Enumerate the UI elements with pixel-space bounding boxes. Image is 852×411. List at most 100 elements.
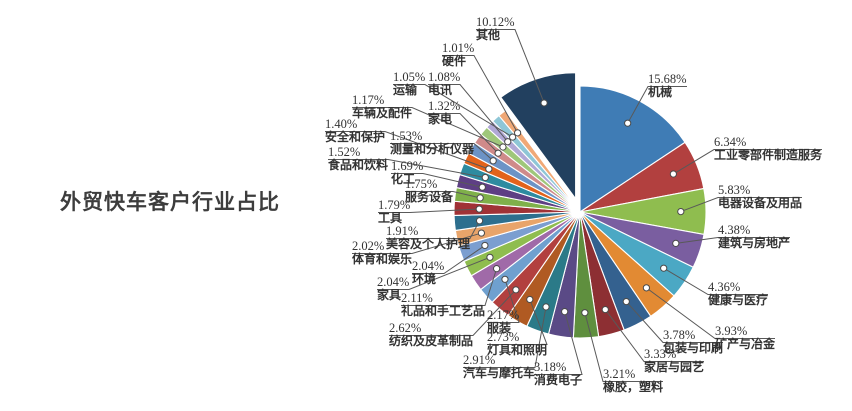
label-anchor-dot [499, 143, 507, 151]
label-leader-line [352, 232, 482, 255]
pie-slice-label: 1.79% 工具 [378, 198, 411, 225]
label-anchor-dot [672, 239, 680, 247]
label-leader-line [389, 289, 517, 337]
slice-category: 家居与园艺 [644, 360, 705, 375]
pie-slice-label: 2.04% 环境 [412, 259, 444, 287]
slice-category: 体育和娱乐 [352, 252, 413, 267]
slice-percent: 1.52% [328, 145, 361, 159]
slice-category: 服务设备 [405, 190, 454, 205]
slice-percent: 4.36% [708, 280, 741, 294]
slice-percent: 1.79% [378, 198, 411, 212]
pie-slices-group [453, 72, 707, 339]
slice-category: 汽车与摩托车 [463, 366, 536, 381]
page-title: 外贸快车客户行业占比 [60, 191, 280, 214]
label-leader-line [428, 113, 499, 154]
pie-slice-label: 4.36% 健康与医疗 [708, 280, 769, 308]
label-anchor-dot [512, 286, 520, 294]
pie-slice-label: 3.33% 家居与园艺 [644, 347, 705, 375]
label-anchor-dot [540, 99, 548, 107]
slice-category: 橡胶，塑料 [603, 380, 664, 395]
pie-slice-label: 1.40% 安全和保护 [325, 117, 386, 145]
slice-category: 矿产与冶金 [715, 337, 776, 352]
label-leader-line [393, 84, 513, 138]
slice-percent: 4.38% [718, 223, 751, 237]
slice-category: 机械 [648, 85, 673, 100]
slice-category: 家电 [428, 112, 453, 127]
label-anchor-dot [677, 207, 685, 216]
label-leader-line [428, 84, 509, 143]
pie-slice-label: 5.83% 电器设备及用品 [718, 183, 802, 210]
slice-category: 纺织及皮革制品 [389, 334, 474, 349]
label-leader-line [584, 312, 663, 383]
label-leader-line [680, 197, 802, 213]
slice-category: 测量和分析仪器 [390, 142, 475, 157]
slice-category: 硬件 [442, 54, 467, 69]
slice-category: 美容及个人护理 [386, 237, 471, 252]
slice-category: 服装 [487, 321, 512, 336]
label-leader-line [401, 268, 498, 307]
label-anchor-dot [514, 129, 522, 137]
label-anchor-dot [493, 265, 501, 273]
label-leader-line [328, 159, 486, 178]
label-anchor-dot [475, 217, 484, 225]
slice-percent: 1.01% [442, 41, 475, 55]
slice-category: 电讯 [428, 83, 453, 98]
leader-lines-group [325, 29, 822, 383]
label-leader-line [487, 279, 520, 324]
label-anchor-dot [489, 157, 497, 165]
label-anchor-dot [477, 229, 486, 237]
label-anchor-dot [669, 170, 677, 178]
slice-percent: 3.78% [663, 328, 696, 342]
slice-category: 车辆及配件 [352, 106, 413, 121]
label-leader-line [675, 237, 790, 244]
slice-category: 安全和保护 [325, 130, 386, 145]
pie-slice-label: 2.62% 纺织及皮革制品 [389, 321, 474, 349]
pie-slice-label: 1.69% 化工 [391, 159, 423, 187]
pie-slice-label: 1.32% 家电 [428, 99, 460, 127]
label-leader-line [412, 245, 486, 275]
slice-percent: 2.04% [377, 275, 410, 289]
pie-slice-label: 1.75% 服务设备 [405, 177, 454, 205]
slice-percent: 2.73% [487, 330, 520, 344]
pie-slice-label: 6.34% 工业零部件制造服务 [714, 135, 822, 162]
slice-percent: 3.33% [644, 347, 677, 361]
label-anchor-dot [485, 165, 493, 173]
pie-slice-label: 2.91% 汽车与摩托车 [463, 353, 536, 381]
slice-percent: 3.93% [715, 324, 748, 338]
pie-slice-label: 2.04% 家具 [377, 275, 410, 302]
pie-slice-label: 3.18% 消费电子 [534, 360, 582, 387]
pie-slice-label: 1.08% 电讯 [428, 70, 460, 98]
slice-percent: 15.68% [648, 72, 687, 86]
slice-category: 化工 [391, 172, 416, 187]
slice-category: 灯具和照明 [487, 343, 548, 358]
slice-percent: 1.17% [352, 93, 385, 107]
slice-category: 环境 [412, 272, 437, 287]
label-leader-line [405, 191, 481, 199]
label-leader-line [442, 55, 519, 134]
slice-percent: 2.02% [352, 239, 385, 253]
slice-percent: 5.83% [718, 183, 751, 197]
pie-slice-label: 10.12% 其他 [476, 15, 515, 42]
label-leader-line [378, 208, 480, 214]
label-anchor-dot [622, 297, 630, 306]
slice-category: 包装与印刷 [663, 341, 724, 356]
slice-category: 建筑与房地产 [718, 236, 791, 251]
label-anchor-dot [526, 295, 534, 304]
pie-slice-label: 3.21% 橡胶，塑料 [603, 367, 664, 395]
label-anchor-dot [660, 264, 668, 272]
slice-category: 健康与医疗 [708, 293, 769, 308]
label-leader-line [604, 309, 704, 363]
pie-slice[interactable] [500, 72, 577, 201]
label-anchor-dot [501, 275, 509, 283]
label-anchor-dot [475, 205, 483, 213]
label-anchor-dot [624, 119, 632, 127]
label-anchor-dot [504, 138, 512, 146]
label-anchor-dot [581, 309, 589, 317]
label-leader-line [476, 29, 545, 104]
pie-slice-label: 1.52% 食品和饮料 [328, 145, 388, 172]
label-leader-line [534, 311, 583, 376]
label-anchor-dot [601, 305, 609, 314]
pie-slice-label: 1.17% 车辆及配件 [352, 93, 413, 121]
label-leader-line [646, 287, 775, 340]
